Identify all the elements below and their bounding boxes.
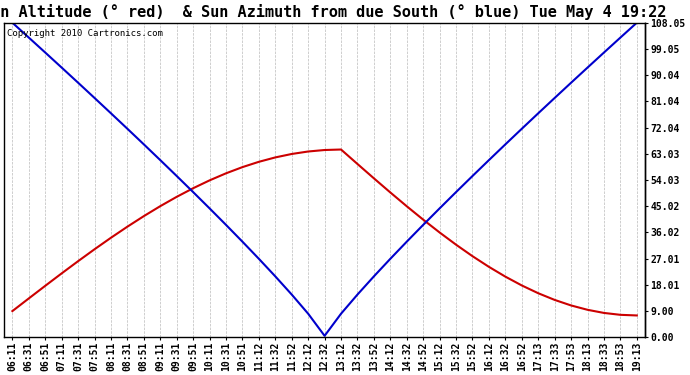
Title: Sun Altitude (° red)  & Sun Azimuth from due South (° blue) Tue May 4 19:22: Sun Altitude (° red) & Sun Azimuth from … xyxy=(0,4,667,20)
Text: Copyright 2010 Cartronics.com: Copyright 2010 Cartronics.com xyxy=(8,29,164,38)
